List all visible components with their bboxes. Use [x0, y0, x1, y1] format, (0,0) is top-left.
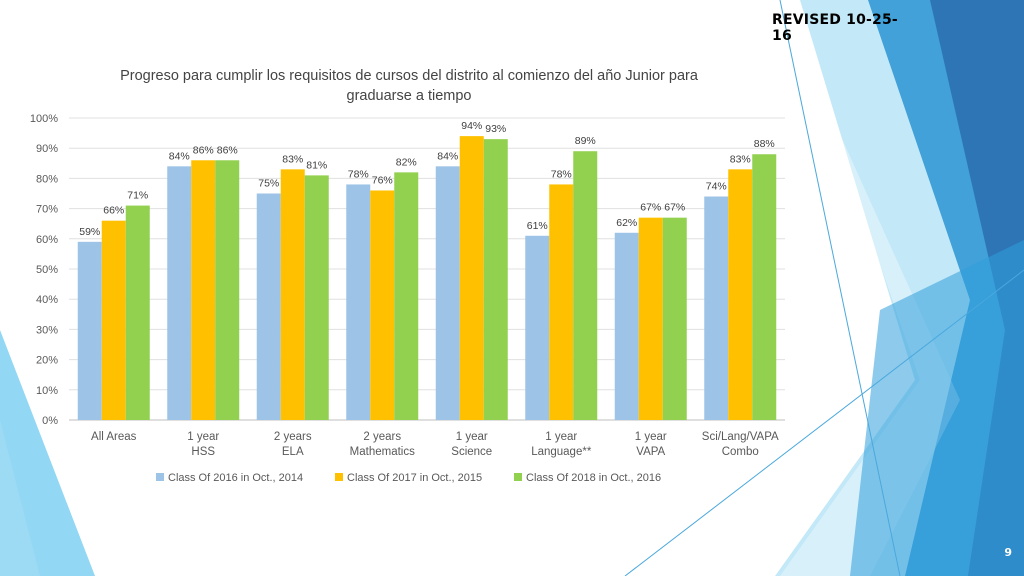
data-label: 76%	[372, 174, 393, 186]
x-category-label: Combo	[722, 446, 759, 458]
y-axis-ticks: 0% 10% 20% 30% 40% 50% 60% 70% 80% 90% 100%	[30, 113, 58, 427]
data-label: 83%	[282, 153, 303, 165]
legend: Class Of 2016 in Oct., 2014 Class Of 2017…	[156, 472, 661, 484]
bar	[77, 241, 102, 420]
data-label: 62%	[616, 217, 637, 229]
y-tick-label: 20%	[36, 355, 58, 367]
x-category-label: Sci/Lang/VAPA	[702, 431, 779, 443]
data-label: 81%	[306, 159, 327, 171]
data-label: 67%	[664, 202, 685, 214]
bar	[483, 139, 508, 420]
bar	[304, 175, 329, 420]
bar	[125, 205, 150, 420]
data-label: 86%	[217, 144, 238, 156]
bar	[728, 169, 753, 420]
legend-label: Class Of 2018 in Oct., 2016	[526, 472, 661, 484]
bar	[662, 217, 687, 420]
x-category-label: 1 year	[635, 431, 667, 443]
x-category-label: 1 year	[456, 431, 488, 443]
legend-swatch	[335, 473, 343, 481]
revised-label: REVISED 10-25-16	[772, 12, 898, 44]
data-label: 83%	[730, 153, 751, 165]
y-tick-label: 100%	[30, 113, 58, 125]
bar	[191, 160, 216, 420]
x-category-label: Language**	[531, 446, 592, 458]
data-label: 84%	[437, 150, 458, 162]
data-label: 75%	[258, 178, 279, 190]
bar	[215, 160, 240, 420]
chart-title-line: Progreso para cumplir los requisitos de …	[120, 68, 699, 84]
bar	[167, 166, 192, 420]
bar	[573, 151, 598, 420]
x-category-label: 1 year	[545, 431, 577, 443]
bar	[101, 220, 126, 420]
data-label: 86%	[193, 144, 214, 156]
data-label: 93%	[485, 123, 506, 135]
chart-title-line: graduarse a tiempo	[347, 88, 472, 104]
data-label: 61%	[527, 220, 548, 232]
bars	[77, 136, 777, 421]
bar	[614, 232, 639, 420]
bar	[435, 166, 460, 420]
x-category-label: Science	[451, 446, 492, 458]
bar	[346, 184, 371, 420]
x-category-label: 2 years	[363, 431, 401, 443]
data-label: 67%	[640, 202, 661, 214]
bar	[370, 190, 395, 420]
legend-label: Class Of 2017 in Oct., 2015	[347, 472, 482, 484]
y-tick-label: 50%	[36, 264, 58, 276]
x-category-label: VAPA	[636, 446, 665, 458]
x-category-label: ELA	[282, 446, 304, 458]
bar	[638, 217, 663, 420]
legend-swatch	[514, 473, 522, 481]
data-label: 94%	[461, 120, 482, 132]
bar	[752, 154, 777, 421]
y-tick-label: 0%	[42, 415, 58, 427]
y-tick-label: 10%	[36, 385, 58, 397]
data-label: 78%	[551, 168, 572, 180]
y-tick-label: 70%	[36, 204, 58, 216]
data-label: 89%	[575, 135, 596, 147]
data-label: 66%	[103, 205, 124, 217]
legend-label: Class Of 2016 in Oct., 2014	[168, 472, 303, 484]
bar	[394, 172, 419, 420]
y-tick-label: 40%	[36, 294, 58, 306]
x-category-label: 1 year	[187, 431, 219, 443]
data-label: 88%	[754, 138, 775, 150]
y-tick-label: 90%	[36, 143, 58, 155]
data-label: 82%	[396, 156, 417, 168]
bar	[280, 169, 305, 420]
x-category-label: Mathematics	[350, 446, 415, 458]
y-tick-label: 30%	[36, 324, 58, 336]
y-tick-label: 60%	[36, 234, 58, 246]
data-label: 78%	[348, 168, 369, 180]
x-category-label: HSS	[191, 446, 215, 458]
bar	[525, 235, 550, 420]
bar	[549, 184, 574, 420]
bar	[459, 136, 484, 420]
data-labels: 59% 84% 75% 78% 84% 61% 62% 74% 66% 86% 83% 76% 94% 7…	[79, 120, 775, 238]
page-number: 9	[1004, 546, 1012, 559]
x-category-label: All Areas	[91, 431, 137, 443]
data-label: 84%	[169, 150, 190, 162]
bar	[704, 196, 729, 420]
data-label: 59%	[79, 226, 100, 238]
x-category-label: 2 years	[274, 431, 312, 443]
bar	[256, 193, 281, 420]
chart-title: Progreso para cumplir los requisitos de …	[120, 68, 699, 104]
x-axis-categories: All Areas 1 year HSS 2 years ELA 2 years Mathe…	[91, 431, 779, 458]
y-tick-label: 80%	[36, 173, 58, 185]
legend-swatch	[156, 473, 164, 481]
data-label: 71%	[127, 190, 148, 202]
data-label: 74%	[706, 181, 727, 193]
